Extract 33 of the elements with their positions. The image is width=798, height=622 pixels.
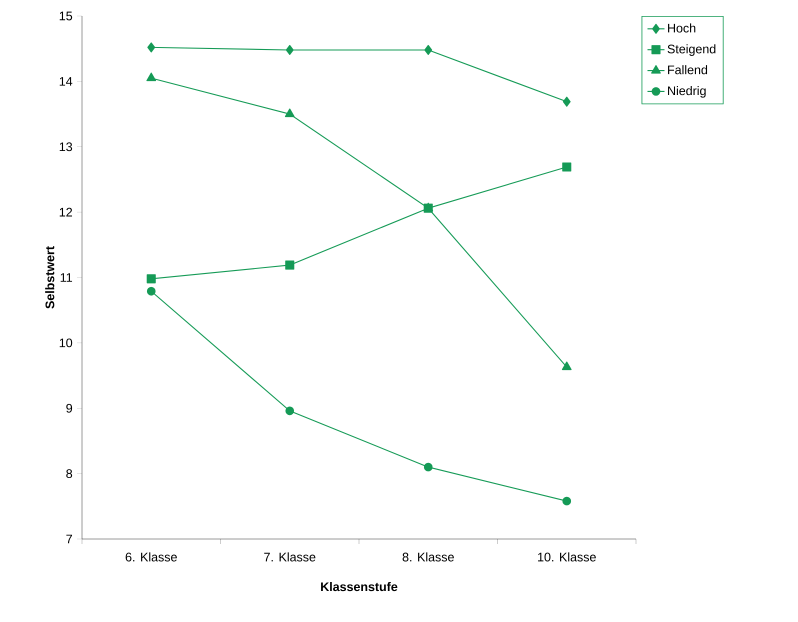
point: [285, 406, 294, 416]
x-tick-label: 8. Klasse: [402, 552, 454, 562]
point: [285, 260, 294, 270]
point: [562, 362, 572, 370]
y-tick-label: 8: [66, 469, 72, 478]
point: [424, 462, 433, 472]
x-tick-label: 7. Klasse: [264, 552, 316, 562]
point: [146, 274, 156, 284]
point: [147, 42, 156, 52]
point: [146, 72, 156, 82]
legend-label: Hoch: [668, 23, 696, 33]
point: [562, 162, 572, 172]
y-tick-label: 15: [60, 12, 72, 20]
x-axis-title: Klassenstufe: [321, 582, 398, 592]
y-tick-label: 9: [66, 404, 72, 413]
y-tick-label: 13: [60, 142, 72, 152]
x-tick-label: 6. Klasse: [126, 552, 177, 562]
y-axis-title: Selbstwert: [45, 246, 54, 309]
point: [424, 44, 432, 56]
y-tick-label: 14: [60, 77, 72, 86]
point: [286, 44, 294, 56]
point: [146, 286, 156, 296]
legend-label: Niedrig: [668, 86, 706, 98]
y-tick-label: 10: [60, 338, 72, 348]
point: [284, 108, 295, 118]
y-tick-label: 12: [60, 208, 72, 216]
legend-label: Fallend: [668, 65, 708, 74]
y-tick-label: 7: [66, 534, 72, 544]
legend-label: Steigend: [668, 44, 716, 56]
x-tick-label: 10. Klasse: [538, 552, 596, 562]
point: [562, 496, 572, 506]
y-tick-label: 11: [60, 273, 72, 282]
point: [562, 96, 571, 107]
